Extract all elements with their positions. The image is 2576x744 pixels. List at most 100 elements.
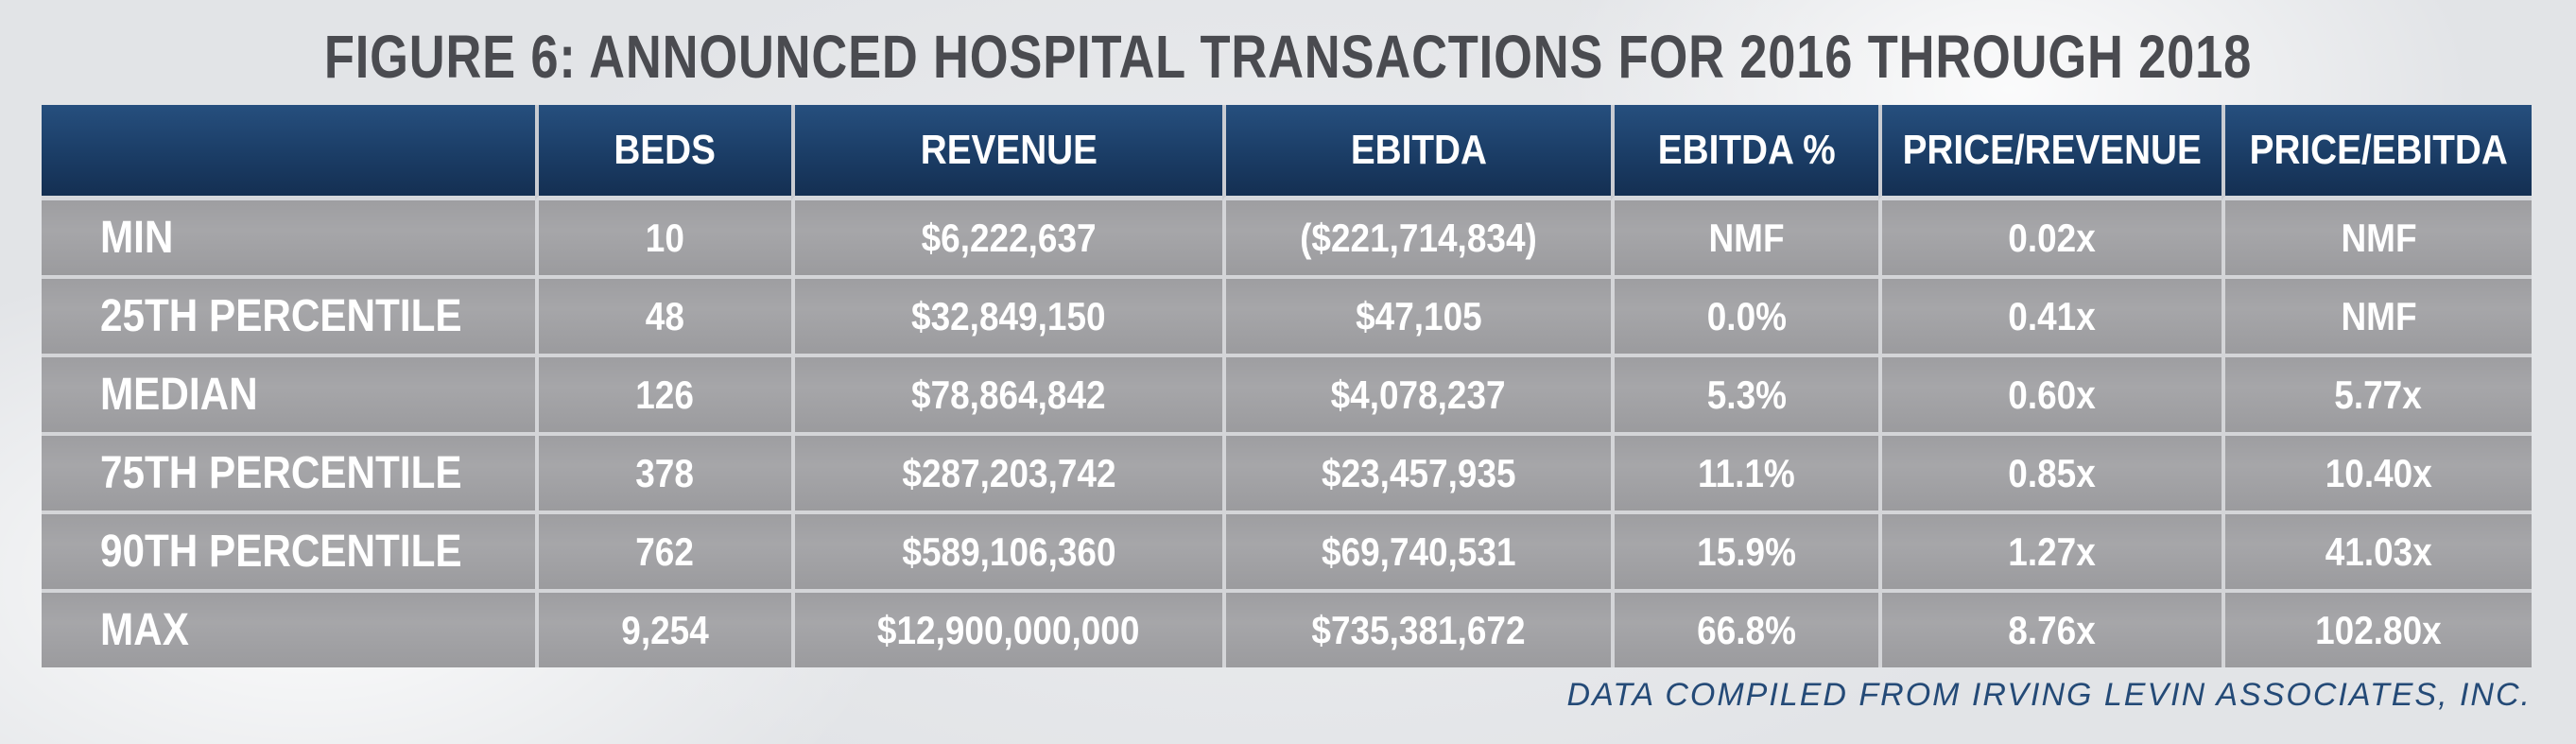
row-label-cell: MEDIAN xyxy=(42,354,535,432)
table-row: MIN 10 $6,222,637 ($221,714,834) NMF 0.02x NMF xyxy=(42,200,2532,275)
column-header-beds: BEDS xyxy=(535,105,791,200)
cell-value: ($221,714,834) xyxy=(1300,215,1537,260)
column-header-text: BEDS xyxy=(614,127,717,173)
cell-value: $23,457,935 xyxy=(1321,450,1516,495)
cell-value: 15.9% xyxy=(1697,528,1796,574)
value-cell-beds: 762 xyxy=(535,510,791,589)
source-note: DATA COMPILED FROM IRVING LEVIN ASSOCIAT… xyxy=(1566,677,2532,713)
cell-value: $12,900,000,000 xyxy=(877,607,1140,652)
value-cell-price-ebitda: 5.77x xyxy=(2222,354,2532,432)
row-label: MEDIAN xyxy=(100,370,258,420)
value-cell-revenue: $6,222,637 xyxy=(791,200,1222,275)
cell-value: $69,740,531 xyxy=(1321,528,1516,574)
column-header-price-revenue: PRICE/REVENUE xyxy=(1878,105,2222,200)
value-cell-ebitda-pct: 66.8% xyxy=(1611,589,1878,667)
cell-value: $589,106,360 xyxy=(901,528,1116,574)
cell-value: NMF xyxy=(2340,293,2417,338)
cell-value: 10 xyxy=(645,215,685,260)
value-cell-price-ebitda: NMF xyxy=(2222,200,2532,275)
cell-value: 5.77x xyxy=(2334,372,2423,417)
value-cell-price-ebitda: 102.80x xyxy=(2222,589,2532,667)
value-cell-ebitda: $735,381,672 xyxy=(1222,589,1611,667)
cell-value: 8.76x xyxy=(2008,607,2096,652)
transactions-table-container: BEDS REVENUE EBITDA EBITDA % PRICE/REVENUE PR… xyxy=(42,105,2532,667)
table-row: 75TH PERCENTILE 378 $287,203,742 $23,457,93… xyxy=(42,432,2532,510)
cell-value: $287,203,742 xyxy=(901,450,1116,495)
value-cell-ebitda-pct: 0.0% xyxy=(1611,275,1878,354)
chart-title: FIGURE 6: ANNOUNCED HOSPITAL TRANSACTION… xyxy=(323,23,2253,91)
value-cell-price-ebitda: 10.40x xyxy=(2222,432,2532,510)
value-cell-beds: 9,254 xyxy=(535,589,791,667)
value-cell-beds: 10 xyxy=(535,200,791,275)
value-cell-ebitda-pct: 15.9% xyxy=(1611,510,1878,589)
table-row: MEDIAN 126 $78,864,842 $4,078,237 5.3% 0.60x 5… xyxy=(42,354,2532,432)
column-header-ebitda: EBITDA xyxy=(1222,105,1611,200)
value-cell-price-revenue: 8.76x xyxy=(1878,589,2222,667)
column-header-ebitda-pct: EBITDA % xyxy=(1611,105,1878,200)
table-row: 90TH PERCENTILE 762 $589,106,360 $69,740,53… xyxy=(42,510,2532,589)
cell-value: 102.80x xyxy=(2315,607,2442,652)
value-cell-ebitda-pct: 11.1% xyxy=(1611,432,1878,510)
cell-value: 1.27x xyxy=(2008,528,2096,574)
cell-value: $32,849,150 xyxy=(911,293,1106,338)
value-cell-price-revenue: 0.41x xyxy=(1878,275,2222,354)
cell-value: $47,105 xyxy=(1355,293,1482,338)
value-cell-price-revenue: 1.27x xyxy=(1878,510,2222,589)
row-label: MIN xyxy=(100,213,174,263)
row-label-cell: 25TH PERCENTILE xyxy=(42,275,535,354)
column-header-text: PRICE/REVENUE xyxy=(1902,127,2202,173)
cell-value: 0.02x xyxy=(2008,215,2096,260)
value-cell-price-ebitda: 41.03x xyxy=(2222,510,2532,589)
row-label-cell: MIN xyxy=(42,200,535,275)
cell-value: 0.41x xyxy=(2008,293,2096,338)
cell-value: NMF xyxy=(1708,215,1785,260)
transactions-table: BEDS REVENUE EBITDA EBITDA % PRICE/REVENUE PR… xyxy=(42,105,2532,667)
column-header-text: PRICE/EBITDA xyxy=(2249,127,2508,173)
cell-value: $6,222,637 xyxy=(921,215,1097,260)
column-header-text: REVENUE xyxy=(920,127,1098,173)
cell-value: 0.0% xyxy=(1706,293,1787,338)
cell-value: $735,381,672 xyxy=(1311,607,1526,652)
cell-value: 378 xyxy=(635,450,695,495)
value-cell-revenue: $287,203,742 xyxy=(791,432,1222,510)
row-label-cell: MAX xyxy=(42,589,535,667)
value-cell-revenue: $78,864,842 xyxy=(791,354,1222,432)
column-header-text: EBITDA % xyxy=(1657,127,1836,173)
row-label: MAX xyxy=(100,605,189,655)
cell-value: 11.1% xyxy=(1698,450,1795,495)
cell-value: 126 xyxy=(635,372,695,417)
value-cell-price-revenue: 0.60x xyxy=(1878,354,2222,432)
column-header-price-ebitda: PRICE/EBITDA xyxy=(2222,105,2532,200)
value-cell-ebitda: $23,457,935 xyxy=(1222,432,1611,510)
cell-value: $78,864,842 xyxy=(911,372,1106,417)
value-cell-ebitda-pct: 5.3% xyxy=(1611,354,1878,432)
value-cell-ebitda: $4,078,237 xyxy=(1222,354,1611,432)
value-cell-price-ebitda: NMF xyxy=(2222,275,2532,354)
value-cell-price-revenue: 0.85x xyxy=(1878,432,2222,510)
cell-value: 0.60x xyxy=(2008,372,2096,417)
cell-value: 41.03x xyxy=(2325,528,2432,574)
column-header-text: EBITDA xyxy=(1350,127,1487,173)
header-row: BEDS REVENUE EBITDA EBITDA % PRICE/REVENUE PR… xyxy=(42,105,2532,200)
value-cell-ebitda: ($221,714,834) xyxy=(1222,200,1611,275)
row-label: 75TH PERCENTILE xyxy=(100,448,462,498)
table-row: 25TH PERCENTILE 48 $32,849,150 $47,105 0.0% 0… xyxy=(42,275,2532,354)
value-cell-ebitda: $47,105 xyxy=(1222,275,1611,354)
row-label-cell: 90TH PERCENTILE xyxy=(42,510,535,589)
row-label-cell: 75TH PERCENTILE xyxy=(42,432,535,510)
cell-value: $4,078,237 xyxy=(1331,372,1506,417)
row-label: 25TH PERCENTILE xyxy=(100,291,462,341)
table-body: MIN 10 $6,222,637 ($221,714,834) NMF 0.02x NMF… xyxy=(42,200,2532,667)
value-cell-ebitda: $69,740,531 xyxy=(1222,510,1611,589)
column-header-label xyxy=(42,105,535,200)
cell-value: 0.85x xyxy=(2008,450,2096,495)
cell-value: 10.40x xyxy=(2325,450,2432,495)
value-cell-ebitda-pct: NMF xyxy=(1611,200,1878,275)
value-cell-beds: 378 xyxy=(535,432,791,510)
value-cell-price-revenue: 0.02x xyxy=(1878,200,2222,275)
cell-value: NMF xyxy=(2340,215,2417,260)
cell-value: 5.3% xyxy=(1706,372,1787,417)
value-cell-beds: 48 xyxy=(535,275,791,354)
cell-value: 9,254 xyxy=(621,607,709,652)
value-cell-beds: 126 xyxy=(535,354,791,432)
